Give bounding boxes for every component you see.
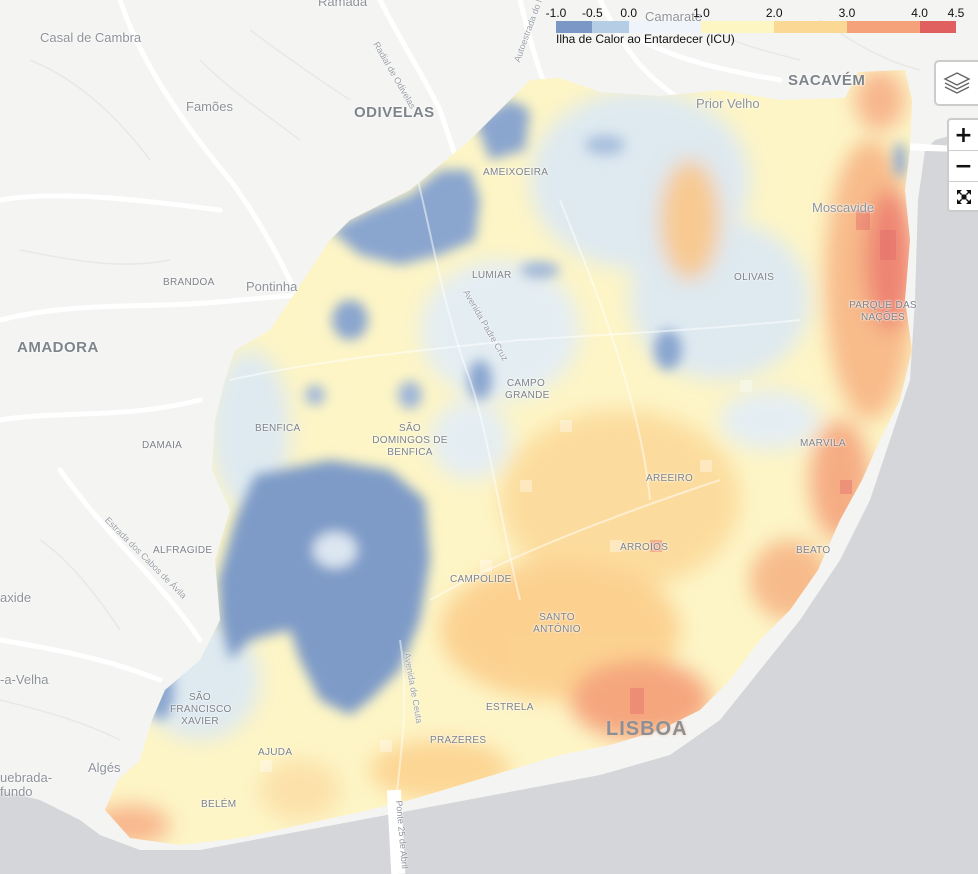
bridge-25-abril	[386, 789, 406, 874]
legend-tick: -0.5	[582, 6, 603, 20]
place-label: uebrada-	[0, 770, 53, 785]
place-label: Famões	[186, 99, 233, 114]
legend-caption: Ilha de Calor ao Entardecer (ICU)	[556, 32, 735, 46]
district-label: PARQUE DAS NAÇÕES	[849, 300, 917, 323]
place-label: Ramada	[318, 0, 368, 9]
place-label: ODIVELAS	[354, 104, 435, 121]
legend-segment	[556, 21, 593, 33]
legend-tick: -1.0	[545, 6, 567, 20]
place-label: Casal de Cambra	[40, 30, 142, 45]
legend-segment	[774, 21, 847, 33]
legend-color-bar	[556, 21, 956, 33]
place-label: Prior Velho	[696, 96, 760, 111]
place-label: DAMAIA	[142, 440, 183, 451]
place-label: BRANDOA	[163, 277, 215, 288]
place-label: axide	[0, 590, 32, 605]
zoom-controls: + −	[947, 118, 978, 212]
place-label: SACAVÉM	[788, 72, 866, 89]
district-label: SANTO ANTÓNIO	[533, 612, 581, 635]
district-label: MARVILA	[800, 438, 846, 449]
zoom-out-button[interactable]: −	[949, 151, 978, 182]
legend-tick: 4.5	[947, 6, 965, 20]
legend-segment	[628, 21, 702, 33]
fullscreen-button[interactable]	[949, 182, 978, 212]
place-label: fundo	[0, 784, 33, 799]
district-label: PRAZERES	[430, 735, 487, 746]
district-label: BENFICA	[255, 423, 301, 434]
district-label: BEATO	[796, 545, 831, 556]
place-label: Camarate	[645, 9, 703, 24]
color-legend: -1.0 -0.5 0.0 1.0 2.0 3.0 4.0 4.5 Ilha de Calor…	[545, 4, 965, 48]
district-label: AMEIXOEIRA	[483, 167, 549, 178]
place-label: ALFRAGIDE	[153, 545, 213, 556]
district-label: LUMIAR	[472, 270, 512, 281]
district-label: OLIVAIS	[734, 272, 775, 283]
legend-tick: 3.0	[838, 6, 856, 20]
district-label: AJUDA	[258, 747, 293, 758]
minor-roads	[0, 19, 921, 741]
legend-tick: 0.0	[620, 6, 638, 20]
district-label: ESTRELA	[486, 702, 534, 713]
district-label: SÃO DOMINGOS DE BENFICA	[372, 423, 448, 458]
district-label: CAMPOLIDE	[450, 574, 512, 585]
city-label: LISBOA	[606, 718, 688, 740]
place-label: Moscavide	[812, 200, 875, 215]
legend-segment	[592, 21, 629, 33]
legend-tick: 1.0	[693, 6, 710, 20]
fullscreen-icon	[956, 190, 971, 204]
place-label: Algés	[88, 760, 121, 775]
legend-segment	[919, 21, 956, 33]
district-label: ARROIOS	[620, 542, 669, 553]
district-label: CAMPO GRANDE	[505, 378, 550, 401]
zoom-in-button[interactable]: +	[949, 120, 978, 151]
legend-tick: 2.0	[765, 6, 783, 20]
place-label: -a-Velha	[0, 672, 49, 687]
place-label: AMADORA	[17, 339, 99, 356]
legend-segment	[701, 21, 775, 33]
place-label: Pontinha	[246, 279, 298, 294]
district-label: AREEIRO	[646, 473, 694, 484]
district-label: SÃO FRANCISCO XAVIER	[170, 692, 232, 727]
legend-tick: 4.0	[911, 6, 928, 20]
layers-button[interactable]	[934, 60, 978, 106]
district-label: BELÉM	[201, 799, 237, 810]
legend-segment	[846, 21, 920, 33]
layers-icon	[943, 72, 971, 94]
